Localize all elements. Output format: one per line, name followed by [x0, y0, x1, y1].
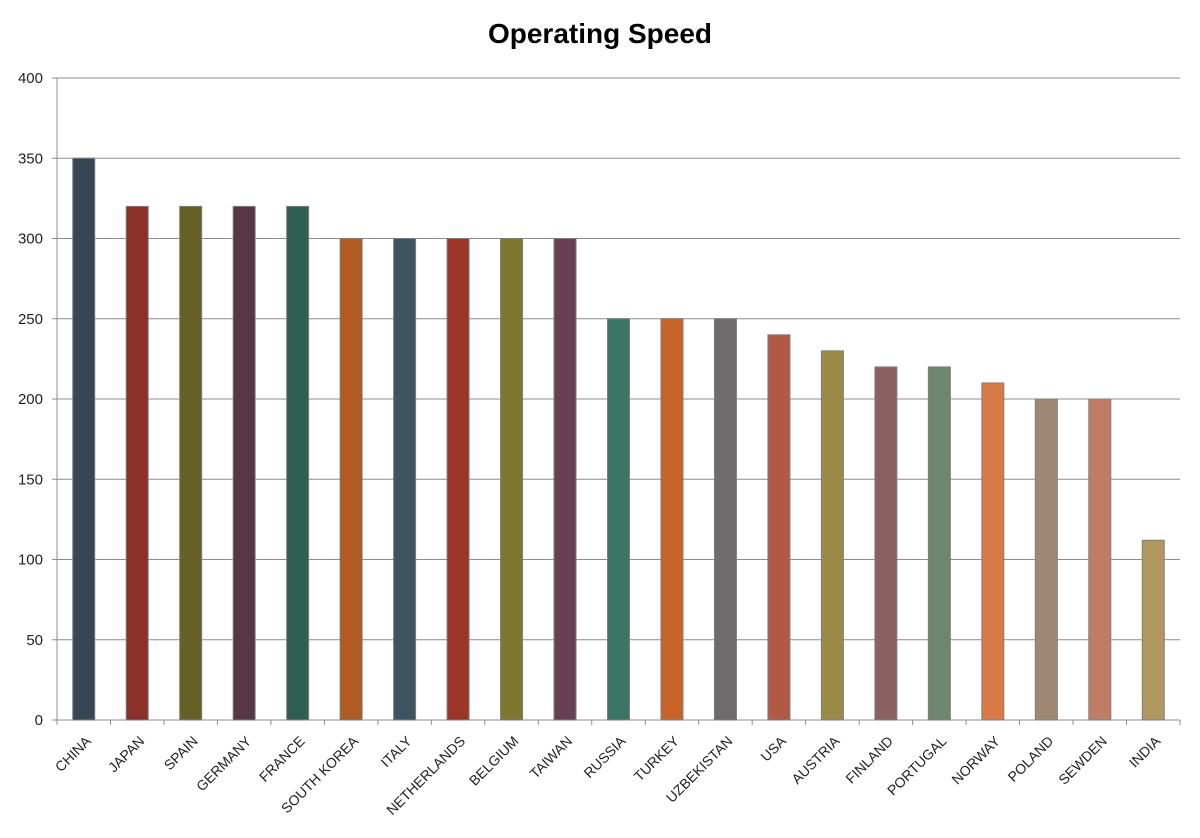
x-tick-label: SPAIN [161, 733, 201, 773]
x-tick-label: TURKEY [631, 732, 683, 784]
x-tick-label: INDIA [1126, 732, 1164, 770]
x-tick-label: RUSSIA [580, 732, 629, 781]
bar-france [286, 205, 310, 721]
y-tick-label: 250 [18, 311, 43, 328]
bar-south-korea [339, 238, 363, 721]
bar-finland [874, 366, 898, 721]
bar-netherlands [446, 238, 470, 721]
bar-china [72, 157, 96, 721]
bars [72, 157, 1165, 721]
bar-russia [607, 318, 630, 721]
bar-turkey [660, 318, 684, 721]
y-tick-label: 350 [18, 150, 43, 167]
bar-usa [767, 334, 791, 721]
y-tick-label: 400 [18, 70, 43, 87]
x-tick-label: AUSTRIA [788, 732, 843, 787]
y-tick-label: 300 [18, 231, 43, 248]
x-tick-label: CHINA [52, 732, 95, 775]
y-tick-label: 200 [18, 391, 43, 408]
chart-title: Operating Speed [487, 18, 713, 49]
bar-spain [179, 205, 203, 721]
x-tick-label: TAIWAN [526, 733, 575, 782]
bar-japan [125, 205, 149, 721]
y-tick-labels: 0 50 100 150 200 250 300 350 400 [18, 70, 43, 729]
x-tick-label: NORWAY [948, 732, 1003, 787]
bar-norway [981, 382, 1005, 721]
bar-uzbekistan [713, 318, 737, 721]
y-tick-label: 150 [18, 471, 43, 488]
bar-portugal [927, 366, 951, 721]
x-tick-label: ITALY [377, 732, 415, 770]
x-tick-label: POLAND [1004, 733, 1056, 785]
bar-germany [232, 205, 256, 721]
bar-poland [1034, 398, 1058, 721]
bar-india [1141, 539, 1165, 721]
bar-taiwan [553, 238, 577, 721]
y-tick-label: 50 [26, 632, 43, 649]
bar-austria [820, 350, 844, 721]
x-tick-label: FINLAND [842, 733, 896, 787]
x-tick-label: FRANCE [256, 733, 308, 785]
bar-belgium [500, 238, 524, 721]
bar-italy [393, 238, 417, 721]
x-tick-label: BELGIUM [466, 733, 522, 789]
y-tick-label: 100 [18, 552, 43, 569]
x-tick-label: GERMANY [193, 732, 255, 794]
x-tick-label: USA [757, 732, 789, 764]
y-tick-label: 0 [35, 712, 43, 729]
bar-sewden [1088, 398, 1112, 721]
x-tick-label: JAPAN [105, 733, 147, 775]
x-tick-label: SEWDEN [1055, 733, 1110, 788]
